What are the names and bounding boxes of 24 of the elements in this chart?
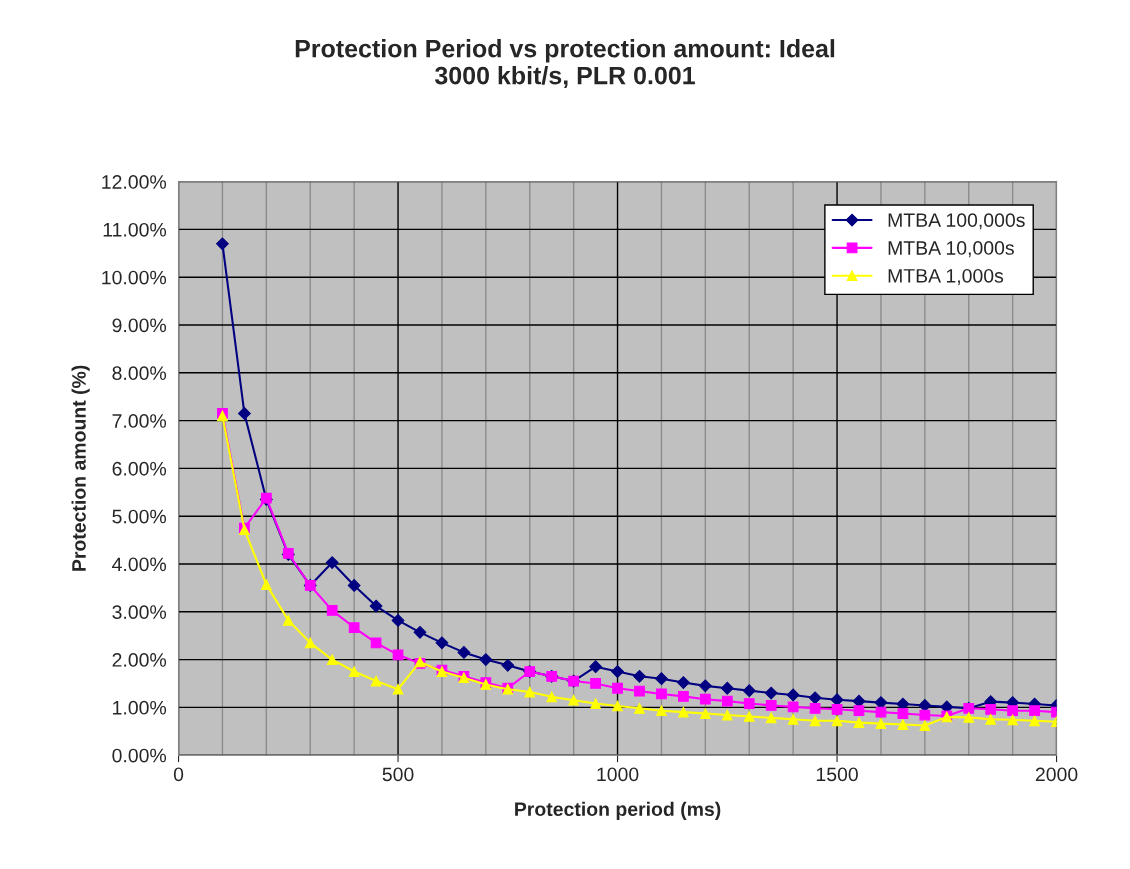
y-tick-label: 2.00% bbox=[112, 653, 167, 667]
y-tick-label: 7.00% bbox=[112, 414, 167, 428]
y-tick-label: 1.00% bbox=[113, 700, 167, 715]
y-tick-label: 0.00% bbox=[112, 748, 167, 763]
x-tick-label: 2000 bbox=[1035, 767, 1078, 782]
y-tick-label: 4.00% bbox=[112, 557, 167, 572]
chart-title: Protection Period vs protection amount: Ideal 3000 kbit/s, PLR 0.001 bbox=[295, 39, 835, 89]
y-tick-label: 11.00% bbox=[103, 222, 167, 237]
x-axis-title: Protection period (ms) bbox=[515, 801, 721, 820]
y-axis-title: Protection amount (%) bbox=[71, 365, 90, 571]
y-tick-label: 5.00% bbox=[112, 509, 167, 524]
x-tick-label: 500 bbox=[382, 767, 414, 782]
legend-label: MTBA 1,000s bbox=[888, 268, 1004, 286]
x-tick-label: 0 bbox=[173, 767, 184, 782]
y-tick-label: 9.00% bbox=[112, 318, 167, 333]
x-tick-label: 1500 bbox=[816, 767, 858, 782]
y-tick-label: 12.00% bbox=[102, 175, 167, 189]
y-tick-label: 6.00% bbox=[112, 461, 167, 476]
y-tick-label: 3.00% bbox=[112, 605, 167, 620]
y-tick-label: 10.00% bbox=[102, 270, 167, 285]
x-tick-label: 1000 bbox=[597, 767, 639, 782]
legend-label: MTBA 100,000s bbox=[888, 213, 1025, 230]
y-tick-label: 8.00% bbox=[112, 366, 167, 381]
legend-label: MTBA 10,000s bbox=[888, 241, 1014, 258]
